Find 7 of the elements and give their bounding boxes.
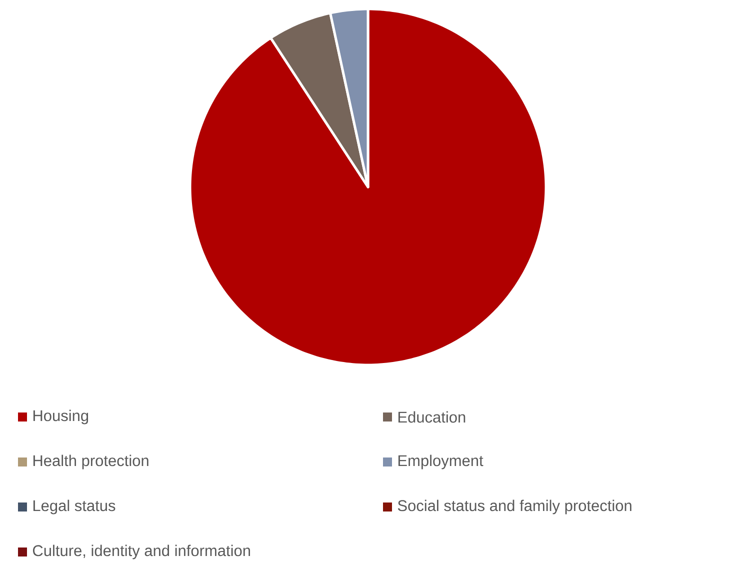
legend-label: Housing xyxy=(33,410,88,424)
legend-label: Legal status xyxy=(33,500,116,514)
legend-label: Education xyxy=(398,411,466,423)
legend-label: Social status and family protection xyxy=(398,500,632,514)
legend-label: Employment xyxy=(398,454,484,470)
legend-label: Health protection xyxy=(33,454,148,470)
legend-label: Culture, identity and information xyxy=(32,544,250,560)
